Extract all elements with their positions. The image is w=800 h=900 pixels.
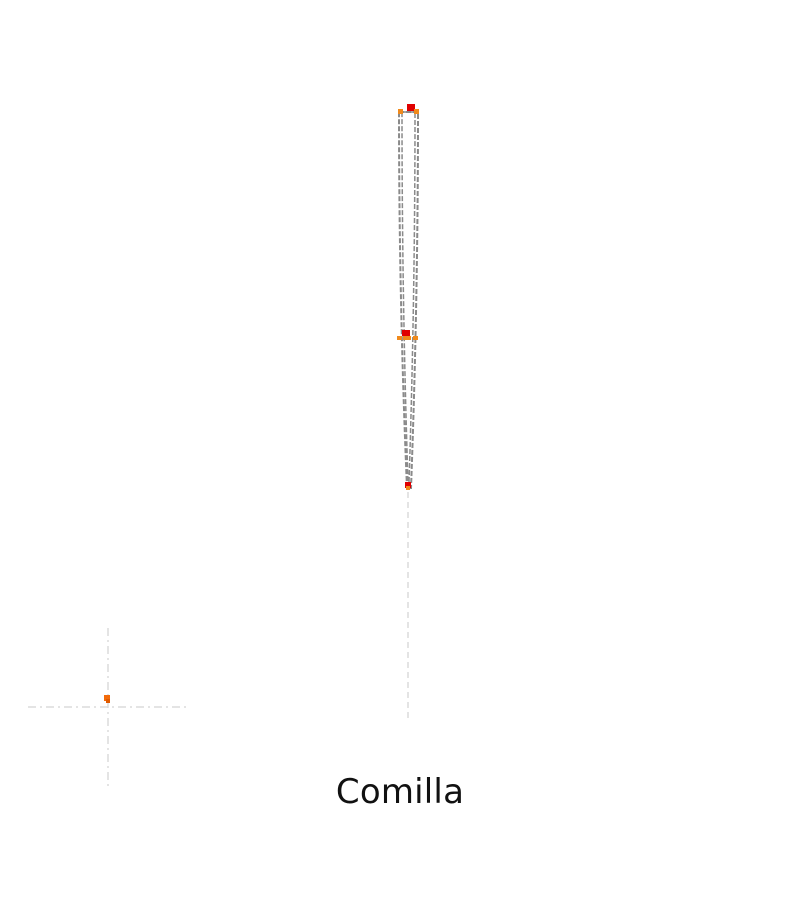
crosshair-point-marker-2[interactable] [106, 699, 110, 703]
glyph-name-label: Comilla [335, 772, 465, 812]
on-curve-point-top[interactable] [407, 104, 415, 111]
off-curve-point-top-right[interactable] [414, 109, 419, 114]
off-curve-point-middle-center[interactable] [403, 336, 411, 340]
off-curve-point-bottom[interactable] [406, 486, 410, 490]
on-curve-point-bottom[interactable] [405, 482, 411, 488]
origin-crosshair [28, 628, 188, 788]
on-curve-point-middle[interactable] [402, 330, 410, 336]
glyph-outer-contour[interactable] [397, 111, 420, 489]
crosshair-point-marker[interactable] [104, 695, 110, 701]
glyph-outline[interactable] [397, 111, 420, 489]
off-curve-point-top-left[interactable] [398, 109, 403, 114]
glyph-points[interactable] [397, 104, 419, 490]
off-curve-point-middle-left[interactable] [397, 336, 402, 340]
off-curve-point-middle-right[interactable] [413, 336, 418, 340]
